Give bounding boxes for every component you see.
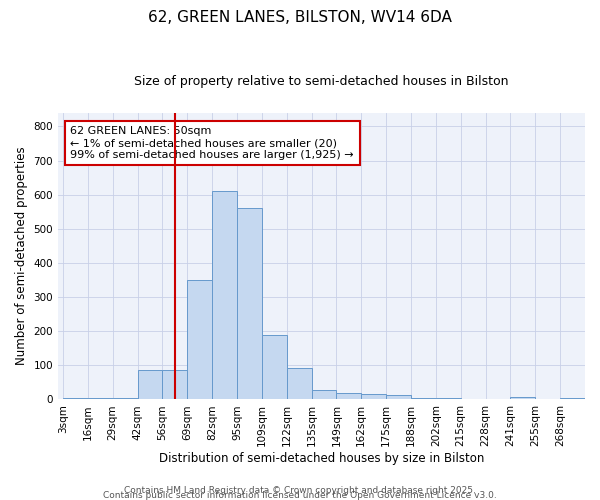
Bar (337, 392, 361, 400)
Text: 62 GREEN LANES: 50sqm
← 1% of semi-detached houses are smaller (20)
99% of semi-: 62 GREEN LANES: 50sqm ← 1% of semi-detac… (70, 126, 354, 160)
Bar (560, 398, 585, 400)
Bar (187, 280, 212, 400)
Bar (411, 398, 436, 400)
Bar (63, 398, 88, 400)
Bar (287, 368, 311, 400)
Text: Contains public sector information licensed under the Open Government Licence v3: Contains public sector information licen… (103, 491, 497, 500)
Bar (137, 370, 163, 400)
X-axis label: Distribution of semi-detached houses by size in Bilston: Distribution of semi-detached houses by … (159, 452, 484, 465)
Bar (212, 192, 237, 400)
Bar (113, 398, 137, 400)
Bar (361, 394, 386, 400)
Bar (237, 208, 262, 400)
Bar (163, 370, 187, 400)
Bar (88, 398, 113, 400)
Text: 62, GREEN LANES, BILSTON, WV14 6DA: 62, GREEN LANES, BILSTON, WV14 6DA (148, 10, 452, 25)
Bar (436, 398, 461, 400)
Bar (511, 396, 535, 400)
Y-axis label: Number of semi-detached properties: Number of semi-detached properties (15, 147, 28, 366)
Text: Contains HM Land Registry data © Crown copyright and database right 2025.: Contains HM Land Registry data © Crown c… (124, 486, 476, 495)
Bar (311, 390, 337, 400)
Title: Size of property relative to semi-detached houses in Bilston: Size of property relative to semi-detach… (134, 75, 509, 88)
Bar (386, 395, 411, 400)
Bar (262, 334, 287, 400)
